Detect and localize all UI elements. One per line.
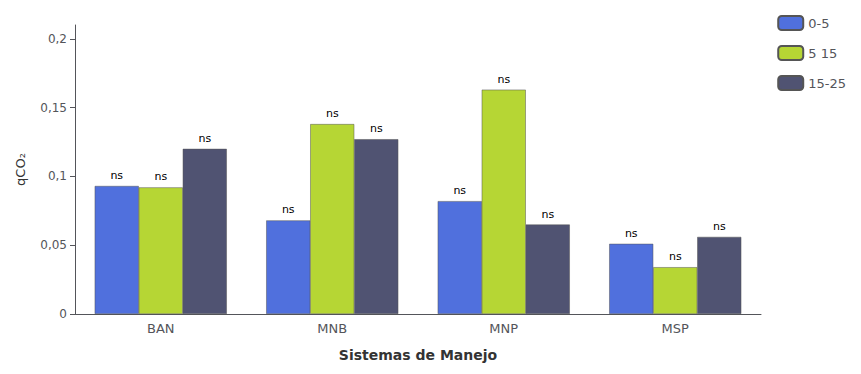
svg-text:0,1: 0,1 [48, 169, 67, 183]
svg-text:ns: ns [713, 220, 726, 233]
svg-text:5 15: 5 15 [808, 46, 837, 61]
svg-text:ns: ns [282, 203, 295, 216]
svg-text:MNB: MNB [317, 321, 347, 336]
svg-text:15-25: 15-25 [808, 76, 846, 91]
svg-text:0-5: 0-5 [808, 16, 829, 31]
svg-text:ns: ns [669, 250, 682, 263]
svg-text:0,2: 0,2 [48, 32, 67, 46]
svg-text:ns: ns [154, 170, 167, 183]
svg-text:ns: ns [541, 208, 554, 221]
svg-text:Sistemas de Manejo: Sistemas de Manejo [339, 347, 498, 363]
svg-text:MNP: MNP [489, 321, 518, 336]
svg-text:ns: ns [497, 73, 510, 86]
svg-text:MSP: MSP [662, 321, 689, 336]
svg-text:ns: ns [370, 122, 383, 135]
svg-text:BAN: BAN [147, 321, 175, 336]
svg-text:ns: ns [326, 107, 339, 120]
svg-text:0: 0 [59, 307, 67, 321]
svg-text:ns: ns [625, 227, 638, 240]
svg-text:ns: ns [198, 132, 211, 145]
svg-text:0,15: 0,15 [40, 101, 67, 115]
svg-text:0,05: 0,05 [40, 238, 67, 252]
svg-text:ns: ns [110, 169, 123, 182]
svg-text:qCO₂: qCO₂ [13, 153, 28, 186]
svg-text:ns: ns [453, 184, 466, 197]
